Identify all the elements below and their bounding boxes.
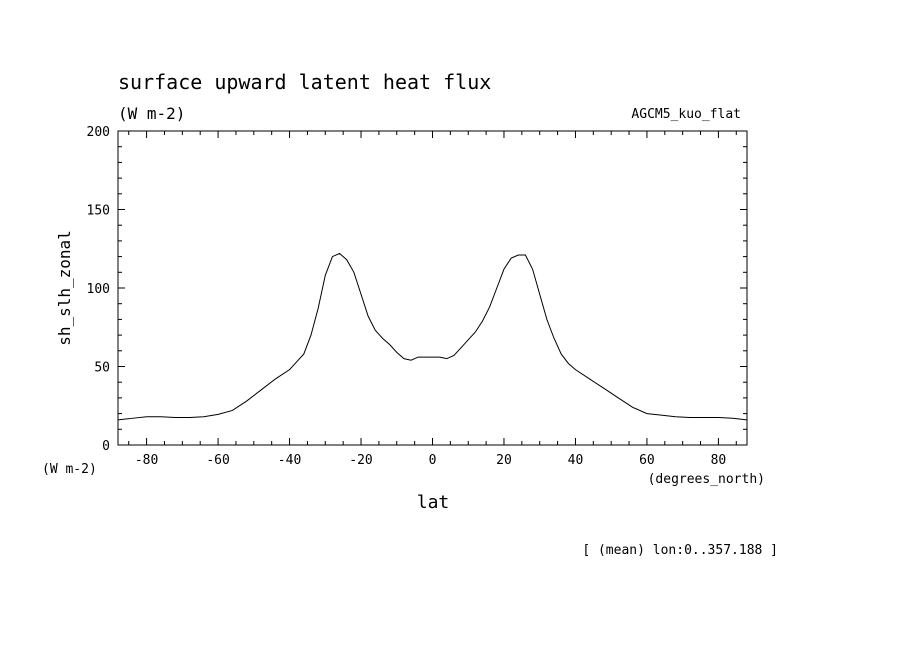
x-tick-label: 20 — [496, 453, 512, 468]
y-tick-label: 200 — [87, 125, 110, 140]
x-axis-label: lat — [417, 492, 450, 513]
y-axis-tick-labels: 0 50 100 150 200 — [87, 125, 110, 454]
x-tick-label: 0 — [429, 453, 437, 468]
x-axis-ticks — [128, 131, 737, 445]
y-axis-units: (W m-2) — [42, 462, 97, 477]
model-label: AGCM5_kuo_flat — [631, 107, 741, 122]
x-axis-tick-labels: -80 -60 -40 -20 0 20 40 60 80 — [135, 453, 726, 468]
x-tick-label: -40 — [278, 453, 301, 468]
units-label: (W m-2) — [118, 104, 185, 123]
x-tick-label: 40 — [568, 453, 584, 468]
x-tick-label: 80 — [711, 453, 727, 468]
y-axis-label: sh_slh_zonal — [55, 230, 74, 346]
x-tick-label: 60 — [639, 453, 655, 468]
plot-frame — [117, 130, 748, 446]
x-axis-units: (degrees_north) — [648, 472, 765, 487]
y-tick-label: 150 — [87, 204, 110, 219]
chart-title: surface upward latent heat flux — [118, 70, 491, 94]
x-tick-label: -20 — [349, 453, 372, 468]
y-tick-label: 50 — [94, 361, 110, 376]
y-tick-label: 100 — [87, 282, 110, 297]
x-tick-label: -80 — [135, 453, 158, 468]
y-tick-label: 0 — [102, 439, 110, 454]
footnote: [ (mean) lon:0..357.188 ] — [582, 543, 778, 558]
x-tick-label: -60 — [206, 453, 229, 468]
series-line — [117, 252, 748, 421]
y-axis-ticks — [118, 146, 747, 430]
